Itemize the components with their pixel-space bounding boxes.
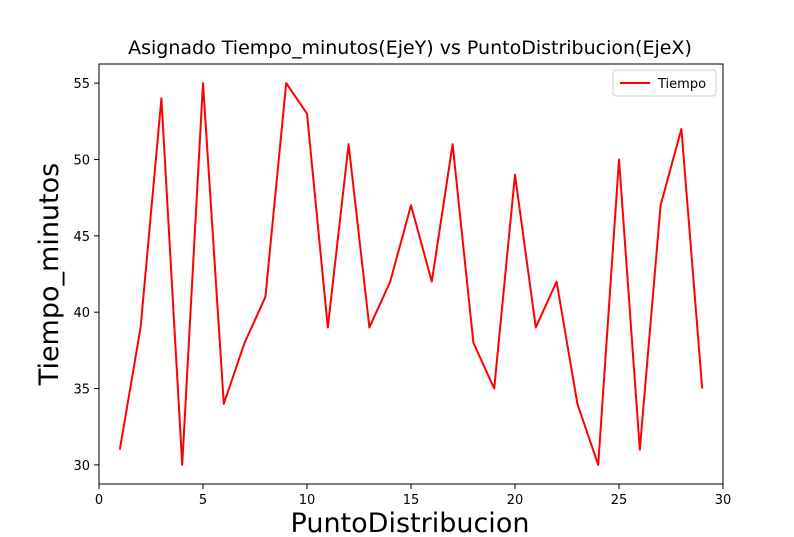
x-tick-label-15: 15 xyxy=(403,493,420,508)
y-tick-label-30: 30 xyxy=(73,459,90,474)
y-tick-label-40: 40 xyxy=(73,306,90,321)
x-tick-label-25: 25 xyxy=(611,493,628,508)
x-axis-label: PuntoDistribucion xyxy=(291,508,530,537)
y-axis-ticks: 30 35 40 45 50 55 xyxy=(73,77,99,474)
chart-title: Asignado Tiempo_minutos(EjeY) vs PuntoDi… xyxy=(128,37,692,59)
x-tick-label-5: 5 xyxy=(199,493,207,508)
y-tick-label-35: 35 xyxy=(73,383,90,398)
legend: Tiempo xyxy=(612,69,717,97)
y-axis-label: Tiempo_minutos xyxy=(34,163,65,386)
y-tick-label-50: 50 xyxy=(73,153,90,168)
x-tick-label-30: 30 xyxy=(715,493,732,508)
x-axis-ticks: 0 5 10 15 20 25 30 xyxy=(95,484,731,508)
series-group xyxy=(118,82,704,466)
y-tick-label-45: 45 xyxy=(73,230,90,245)
legend-box xyxy=(612,69,717,97)
x-tick-label-10: 10 xyxy=(299,493,316,508)
y-tick-label-55: 55 xyxy=(73,77,90,92)
x-tick-label-20: 20 xyxy=(507,493,524,508)
plot-area: 0 5 10 15 20 25 30 30 35 40 45 50 55 xyxy=(73,63,731,508)
axes-frame xyxy=(98,63,724,485)
x-tick-label-0: 0 xyxy=(95,493,103,508)
legend-label-tiempo: Tiempo xyxy=(657,77,706,92)
